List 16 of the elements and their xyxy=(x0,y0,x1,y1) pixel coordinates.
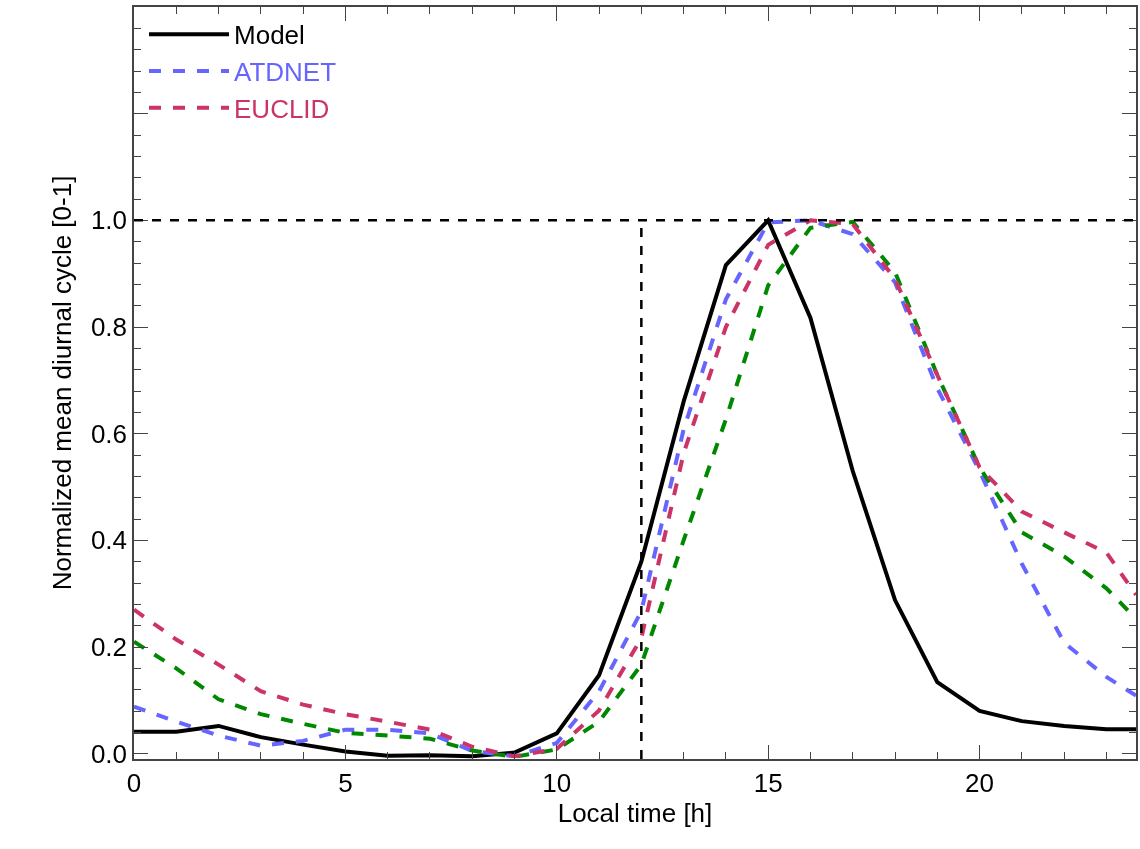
x-tick-label: 0 xyxy=(126,767,142,798)
x-tick-label: 10 xyxy=(542,767,572,798)
y-tick-label: 0.0 xyxy=(90,738,128,769)
x-axis-title: Local time [h] xyxy=(557,797,713,828)
x-tick-label: 5 xyxy=(338,767,353,798)
y-tick-label: 0.8 xyxy=(90,312,128,343)
y-tick-label: 0.2 xyxy=(90,632,128,663)
y-axis-title: Normalized mean diurnal cycle [0-1] xyxy=(46,175,77,591)
y-tick-label: 1.0 xyxy=(90,205,128,236)
legend-label: EUCLID xyxy=(234,93,330,124)
y-tick-label: 0.6 xyxy=(90,418,128,449)
legend-label: ATDNET xyxy=(234,57,337,88)
legend-label: Model xyxy=(234,20,305,51)
y-tick-label: 0.4 xyxy=(90,525,128,556)
x-tick-label: 20 xyxy=(965,767,995,798)
x-tick-label: 15 xyxy=(753,767,783,798)
